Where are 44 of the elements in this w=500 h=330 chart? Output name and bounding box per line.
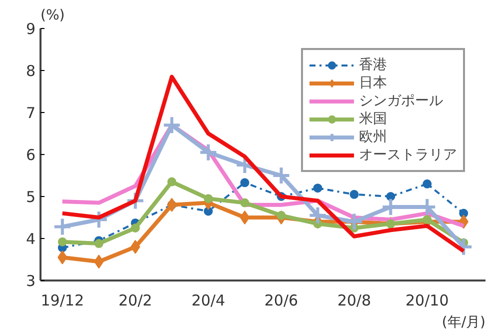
point — [272, 166, 291, 185]
x-tick-label: 20/4 — [191, 292, 226, 310]
point — [94, 239, 104, 248]
point — [308, 206, 328, 225]
point — [240, 178, 250, 188]
y-tick-label: 9 — [26, 20, 36, 38]
y-tick-label: 8 — [26, 62, 36, 80]
x-tick-label: 20/10 — [406, 292, 449, 310]
y-tick-label: 4 — [26, 230, 36, 248]
x-tick-label: 20/8 — [337, 292, 372, 310]
point — [240, 198, 250, 208]
legend-label: 米国 — [359, 110, 387, 128]
point — [422, 179, 432, 188]
point — [167, 177, 176, 186]
x-tick-label: 20/6 — [264, 292, 298, 310]
point — [313, 184, 322, 193]
point — [240, 210, 250, 224]
legend-label: シンガポール — [359, 92, 443, 110]
point — [386, 219, 396, 228]
point — [198, 142, 218, 162]
legend-label: 香港 — [359, 56, 387, 74]
point — [166, 198, 177, 212]
point — [58, 237, 67, 246]
y-tick-label: 5 — [26, 188, 36, 206]
point — [422, 215, 432, 224]
x-tick-label: 19/12 — [40, 292, 84, 310]
x-tick-label: 20/2 — [118, 292, 152, 310]
legend-label: オーストラリア — [359, 146, 457, 164]
legend-label: 日本 — [359, 74, 387, 92]
point — [344, 212, 364, 232]
point — [386, 192, 396, 201]
point — [130, 224, 140, 232]
legend-label: 欧州 — [359, 128, 387, 146]
y-tick-label: 3 — [26, 272, 36, 290]
x-axis-title: (年/月) — [442, 314, 486, 330]
y-axis-title: (%) — [40, 8, 65, 24]
line-series — [60, 74, 466, 254]
point — [350, 190, 359, 199]
point — [276, 210, 286, 220]
y-tick-label: 7 — [26, 104, 36, 122]
point — [204, 194, 213, 204]
point — [52, 217, 72, 236]
y-tick-label: 6 — [26, 146, 36, 164]
point — [162, 116, 182, 135]
